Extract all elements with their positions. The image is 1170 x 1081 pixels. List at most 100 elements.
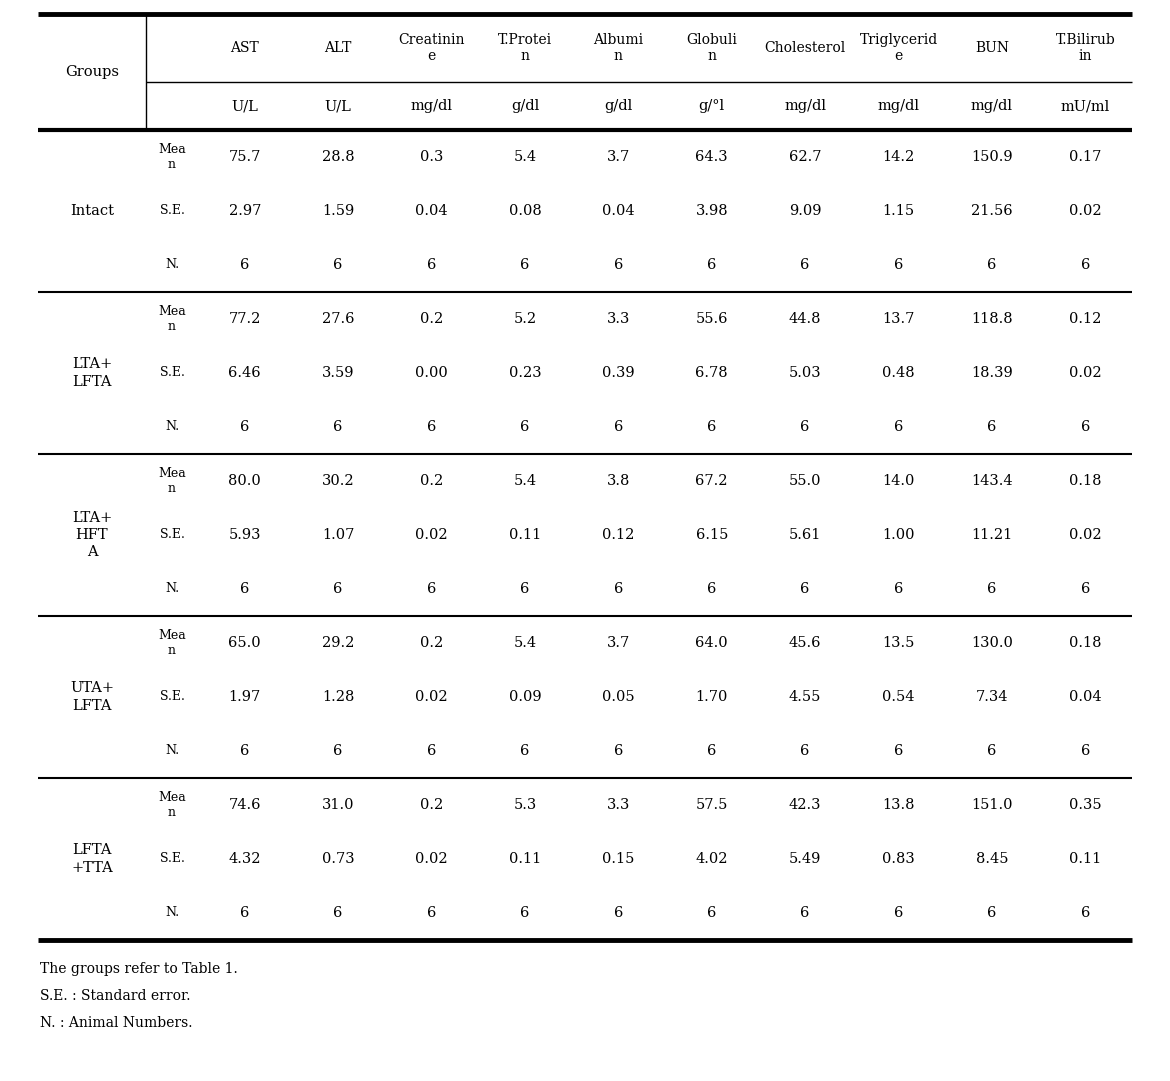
Text: 0.2: 0.2 [420, 798, 443, 812]
Text: 0.73: 0.73 [322, 852, 355, 866]
Text: 5.49: 5.49 [789, 852, 821, 866]
Text: 0.2: 0.2 [420, 312, 443, 326]
Text: 6: 6 [1081, 906, 1090, 920]
Text: 0.2: 0.2 [420, 473, 443, 488]
Text: 0.35: 0.35 [1069, 798, 1102, 812]
Text: 6: 6 [1081, 421, 1090, 433]
Text: 6: 6 [427, 906, 436, 920]
Text: Creatinin
e: Creatinin e [398, 32, 464, 63]
Text: 6: 6 [987, 906, 997, 920]
Text: The groups refer to Table 1.: The groups refer to Table 1. [40, 962, 238, 976]
Text: 0.02: 0.02 [415, 690, 448, 704]
Text: 0.11: 0.11 [509, 528, 541, 542]
Text: 6: 6 [987, 744, 997, 758]
Text: 0.02: 0.02 [415, 528, 448, 542]
Text: 0.2: 0.2 [420, 636, 443, 650]
Text: 55.0: 55.0 [789, 473, 821, 488]
Text: 5.2: 5.2 [514, 312, 537, 326]
Text: 6: 6 [521, 744, 530, 758]
Text: 0.09: 0.09 [509, 690, 542, 704]
Text: 6.46: 6.46 [228, 366, 261, 381]
Text: Cholesterol: Cholesterol [764, 41, 846, 55]
Text: 13.8: 13.8 [882, 798, 915, 812]
Text: mU/ml: mU/ml [1061, 99, 1110, 114]
Text: 0.02: 0.02 [1069, 204, 1102, 218]
Text: 6: 6 [987, 582, 997, 596]
Text: Albumi
n: Albumi n [593, 32, 644, 63]
Text: 1.70: 1.70 [695, 690, 728, 704]
Text: 6: 6 [240, 906, 249, 920]
Text: 14.2: 14.2 [882, 150, 915, 164]
Text: 18.39: 18.39 [971, 366, 1013, 381]
Text: 0.18: 0.18 [1069, 473, 1101, 488]
Text: g/°l: g/°l [698, 99, 724, 114]
Text: 62.7: 62.7 [789, 150, 821, 164]
Text: Groups: Groups [66, 65, 119, 79]
Text: 6: 6 [800, 582, 810, 596]
Text: Mea
n: Mea n [158, 467, 186, 495]
Text: 6: 6 [427, 582, 436, 596]
Text: 6: 6 [800, 906, 810, 920]
Text: Mea
n: Mea n [158, 791, 186, 819]
Text: 6.78: 6.78 [695, 366, 728, 381]
Text: 57.5: 57.5 [695, 798, 728, 812]
Text: 6: 6 [1081, 258, 1090, 272]
Text: 6: 6 [613, 582, 622, 596]
Text: 3.59: 3.59 [322, 366, 355, 381]
Text: 6: 6 [1081, 744, 1090, 758]
Text: 77.2: 77.2 [228, 312, 261, 326]
Text: S.E.: S.E. [159, 853, 185, 866]
Text: 6: 6 [613, 258, 622, 272]
Text: 0.04: 0.04 [415, 204, 448, 218]
Text: 6: 6 [894, 421, 903, 433]
Text: 29.2: 29.2 [322, 636, 355, 650]
Text: 21.56: 21.56 [971, 204, 1013, 218]
Text: 130.0: 130.0 [971, 636, 1013, 650]
Text: 6: 6 [427, 421, 436, 433]
Text: 2.97: 2.97 [228, 204, 261, 218]
Text: 0.08: 0.08 [509, 204, 542, 218]
Text: 0.02: 0.02 [1069, 528, 1102, 542]
Text: Mea
n: Mea n [158, 143, 186, 171]
Text: 0.23: 0.23 [509, 366, 542, 381]
Text: 6: 6 [894, 744, 903, 758]
Text: S.E.: S.E. [159, 204, 185, 217]
Text: 7.34: 7.34 [976, 690, 1009, 704]
Text: 3.7: 3.7 [607, 150, 629, 164]
Text: 1.15: 1.15 [882, 204, 915, 218]
Text: 42.3: 42.3 [789, 798, 821, 812]
Text: 6: 6 [240, 421, 249, 433]
Text: 6: 6 [521, 582, 530, 596]
Text: 143.4: 143.4 [971, 473, 1013, 488]
Text: 6.15: 6.15 [695, 528, 728, 542]
Text: S.E. : Standard error.: S.E. : Standard error. [40, 989, 191, 1003]
Text: 150.9: 150.9 [971, 150, 1013, 164]
Text: 0.15: 0.15 [603, 852, 634, 866]
Text: ALT: ALT [324, 41, 352, 55]
Text: BUN: BUN [975, 41, 1009, 55]
Text: 6: 6 [521, 906, 530, 920]
Text: 6: 6 [707, 906, 716, 920]
Text: LTA+
LFTA: LTA+ LFTA [71, 358, 112, 389]
Text: 6: 6 [800, 258, 810, 272]
Text: AST: AST [230, 41, 259, 55]
Text: 0.48: 0.48 [882, 366, 915, 381]
Text: 6: 6 [800, 421, 810, 433]
Text: 4.32: 4.32 [228, 852, 261, 866]
Text: 0.54: 0.54 [882, 690, 915, 704]
Text: 0.00: 0.00 [415, 366, 448, 381]
Text: 55.6: 55.6 [695, 312, 728, 326]
Text: Globuli
n: Globuli n [687, 32, 737, 63]
Text: LTA+
HFT
A: LTA+ HFT A [71, 510, 112, 559]
Text: 5.4: 5.4 [514, 473, 537, 488]
Text: U/L: U/L [324, 99, 351, 114]
Text: 13.7: 13.7 [882, 312, 915, 326]
Text: 45.6: 45.6 [789, 636, 821, 650]
Text: 0.02: 0.02 [1069, 366, 1102, 381]
Text: 6: 6 [707, 744, 716, 758]
Text: N.: N. [165, 745, 179, 758]
Text: T.Bilirub
in: T.Bilirub in [1055, 32, 1115, 63]
Text: 6: 6 [427, 744, 436, 758]
Text: 6: 6 [987, 258, 997, 272]
Text: 28.8: 28.8 [322, 150, 355, 164]
